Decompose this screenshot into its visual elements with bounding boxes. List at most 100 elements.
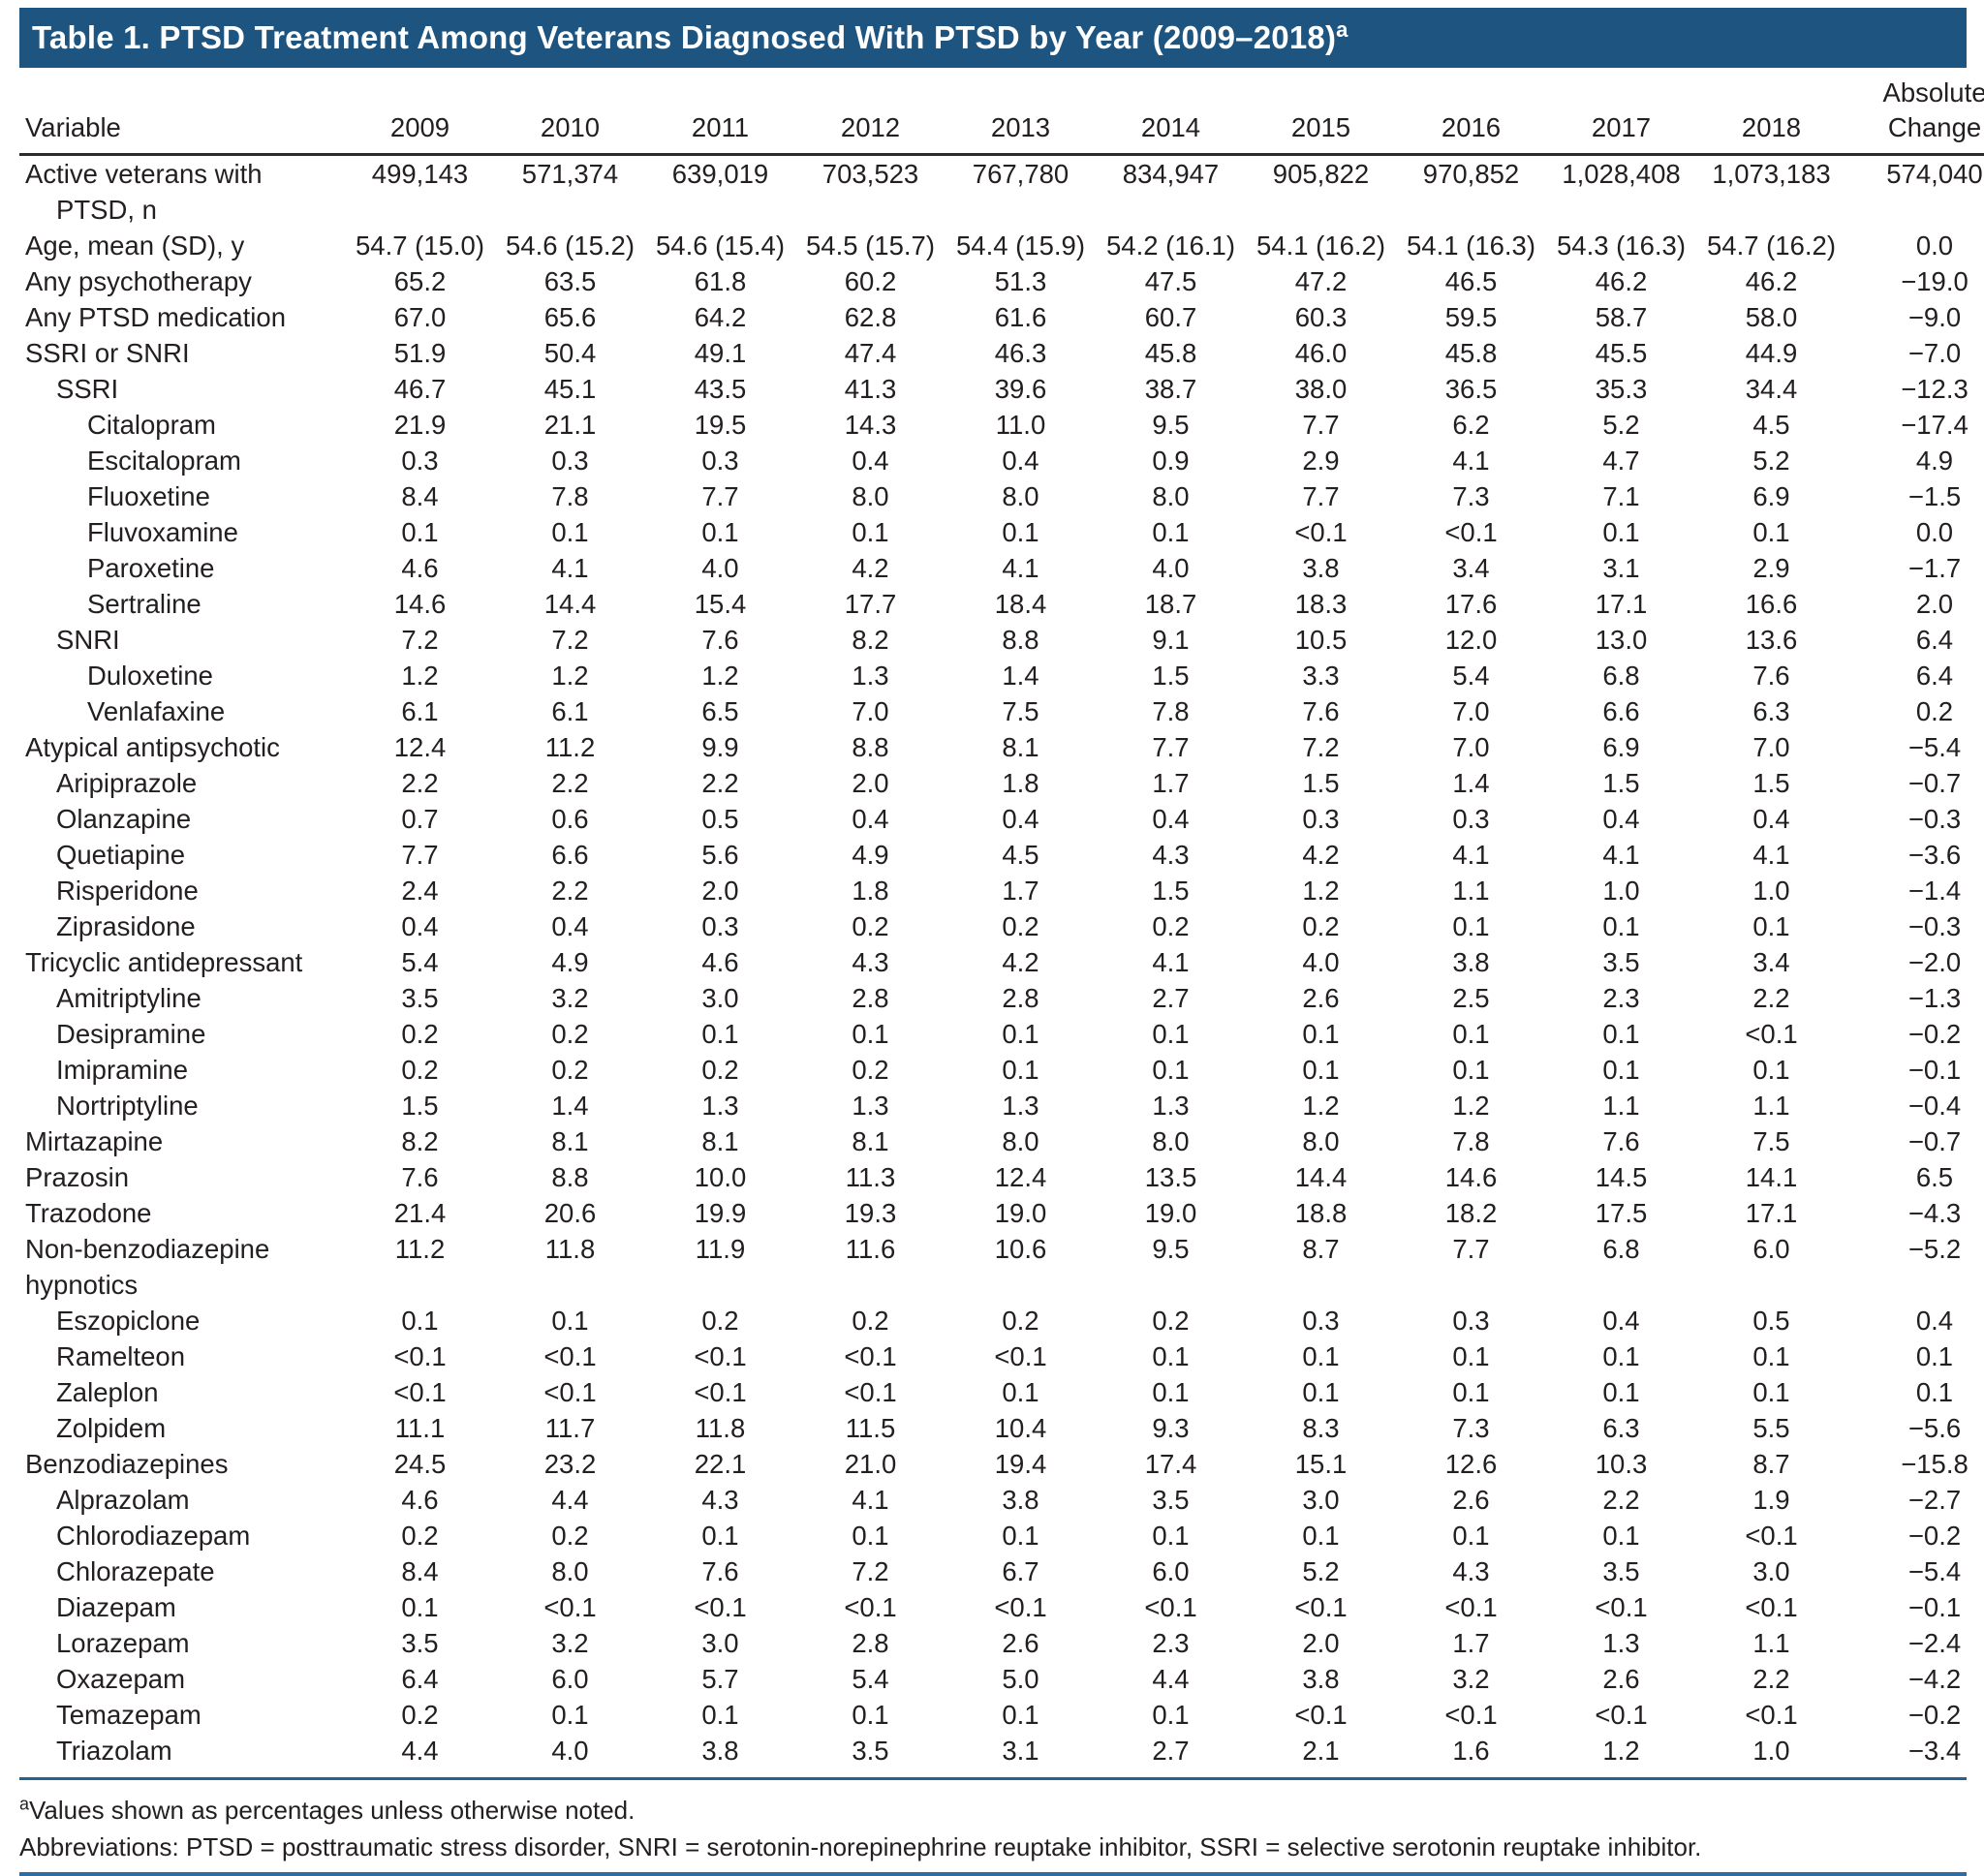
cell-value: 4.3	[1452, 1556, 1490, 1586]
cell-value: 0.1	[701, 1521, 739, 1551]
cell-value: 0.4	[1002, 804, 1039, 834]
cell-value: 1.7	[1002, 876, 1039, 906]
cell-value: 0.2	[852, 1306, 889, 1336]
cell-value: 3.8	[1002, 1485, 1039, 1515]
cell-value: 0.2	[401, 1700, 439, 1730]
cell-value: 0.2	[852, 911, 889, 941]
cell-value: 9.1	[1152, 625, 1190, 655]
cell-value: 0.1	[1002, 517, 1039, 547]
cell-value: 834,947	[1122, 159, 1220, 189]
cell-value: 1.5	[1602, 768, 1640, 798]
row-label-line: Lorazepam	[56, 1628, 190, 1658]
row-label-line: Active veterans with	[25, 159, 263, 189]
cell-value: 1.1	[1752, 1091, 1790, 1121]
cell-value: 61.8	[694, 266, 747, 296]
cell-value: 1.2	[1302, 1091, 1340, 1121]
row-label: Alprazolam	[19, 1482, 345, 1518]
cell-value: 63.5	[543, 266, 597, 296]
cell-value: <0.1	[1144, 1592, 1197, 1622]
row-label: Ramelteon	[19, 1338, 345, 1374]
cell-value: 14.4	[543, 589, 597, 619]
table-row: Temazepam 0.2 0.1 0.1 0.1 0.1 0.1 <0.1 <0.1 <0.1 <…	[19, 1697, 1984, 1733]
cell-value: 2.2	[1752, 983, 1790, 1013]
cell-value: 8.0	[1152, 481, 1190, 511]
cell-value: 0.1	[701, 1019, 739, 1049]
row-label: Atypical antipsychotic	[19, 729, 345, 765]
cell-value: 1.0	[1752, 876, 1790, 906]
cell-value: 9.5	[1152, 410, 1190, 440]
table-row: Desipramine 0.2 0.2 0.1 0.1 0.1 0.1 0.1 0.1 0.1 <0…	[19, 1016, 1984, 1052]
column-header-absolute-change: Absolute Change	[1846, 70, 1984, 156]
cell-value: 39.6	[994, 374, 1047, 404]
cell-value: 54.6 (15.4)	[655, 231, 785, 261]
cell-value: −7.0	[1907, 338, 1962, 368]
cell-value: 7.3	[1452, 1413, 1490, 1443]
cell-value: 2.8	[1002, 983, 1039, 1013]
cell-value: 3.5	[1602, 947, 1640, 977]
cell-value: 3.0	[701, 1628, 739, 1658]
cell-value: 10.6	[994, 1234, 1047, 1264]
cell-value: 2.8	[852, 1628, 889, 1658]
cell-value: 2.9	[1752, 553, 1790, 583]
column-header-variable: Variable	[19, 70, 345, 156]
cell-value: 1.9	[1752, 1485, 1790, 1515]
cell-value: 7.8	[1152, 696, 1190, 726]
cell-value: 9.9	[701, 732, 739, 762]
cell-value: 54.1 (16.2)	[1256, 231, 1385, 261]
cell-value: −0.4	[1907, 1091, 1962, 1121]
table-row: Trazodone 21.4 20.6 19.9 19.3 19.0 19.0 18.8 18.…	[19, 1195, 1984, 1231]
table-row: Alprazolam 4.6 4.4 4.3 4.1 3.8 3.5 3.0 2.6 2.2 1.9…	[19, 1482, 1984, 1518]
cell-value: 7.7	[401, 840, 439, 870]
table-row: Zolpidem 11.1 11.7 11.8 11.5 10.4 9.3 8.3 7.3 6.3…	[19, 1410, 1984, 1446]
cell-value: 1.2	[701, 661, 739, 691]
cell-value: 3.5	[852, 1736, 889, 1766]
row-label-line: Diazepam	[56, 1592, 176, 1622]
cell-value: 58.0	[1745, 302, 1798, 332]
cell-value: 2.2	[401, 768, 439, 798]
row-label-line: Fluvoxamine	[87, 517, 238, 547]
table-row: Oxazepam 6.4 6.0 5.7 5.4 5.0 4.4 3.8 3.2 2.6 2.2 −4…	[19, 1661, 1984, 1697]
cell-value: 639,019	[671, 159, 769, 189]
cell-value: 0.1	[1452, 1521, 1490, 1551]
cell-value: 61.6	[994, 302, 1047, 332]
row-label-line: Trazodone	[25, 1198, 152, 1228]
row-label-line: Paroxetine	[87, 553, 215, 583]
cell-value: 571,374	[521, 159, 619, 189]
table-row: Venlafaxine 6.1 6.1 6.5 7.0 7.5 7.8 7.6 7.0 6.6 6.…	[19, 693, 1984, 729]
cell-value: 0.1	[1152, 1377, 1190, 1407]
cell-value: 65.2	[393, 266, 447, 296]
cell-value: <0.1	[1444, 1700, 1498, 1730]
cell-value: 6.2	[1452, 410, 1490, 440]
cell-value: 35.3	[1595, 374, 1648, 404]
cell-value: 8.8	[852, 732, 889, 762]
row-label: Escitalopram	[19, 443, 345, 478]
cell-value: −2.7	[1907, 1485, 1962, 1515]
cell-value: 8.0	[551, 1556, 589, 1586]
cell-value: 1.1	[1752, 1628, 1790, 1658]
cell-value: −0.2	[1907, 1700, 1962, 1730]
cell-value: 0.4	[1602, 1306, 1640, 1336]
cell-value: 1.5	[1302, 768, 1340, 798]
cell-value: 0.3	[551, 446, 589, 476]
cell-value: 2.0	[701, 876, 739, 906]
cell-value: −9.0	[1907, 302, 1962, 332]
cell-value: 6.6	[1602, 696, 1640, 726]
table-row: Active veterans with PTSD, n 499,143 571,37…	[19, 155, 1984, 229]
cell-value: 49.1	[694, 338, 747, 368]
cell-value: 2.6	[1602, 1664, 1640, 1694]
cell-value: 13.0	[1595, 625, 1648, 655]
cell-value: 0.1	[1602, 1521, 1640, 1551]
cell-value: −5.4	[1907, 1556, 1962, 1586]
cell-value: 7.7	[701, 481, 739, 511]
row-label-line: Venlafaxine	[87, 696, 226, 726]
cell-value: 8.4	[401, 1556, 439, 1586]
row-label: Risperidone	[19, 873, 345, 908]
table-row: Mirtazapine 8.2 8.1 8.1 8.1 8.0 8.0 8.0 7.8 7.6 7.…	[19, 1123, 1984, 1159]
cell-value: 0.1	[1302, 1341, 1340, 1371]
cell-value: 3.0	[1302, 1485, 1340, 1515]
row-label: Any PTSD medication	[19, 299, 345, 335]
row-label: SSRI or SNRI	[19, 335, 345, 371]
cell-value: 1.6	[1452, 1736, 1490, 1766]
cell-value: 14.4	[1294, 1162, 1348, 1192]
row-label-line: Mirtazapine	[25, 1126, 164, 1156]
